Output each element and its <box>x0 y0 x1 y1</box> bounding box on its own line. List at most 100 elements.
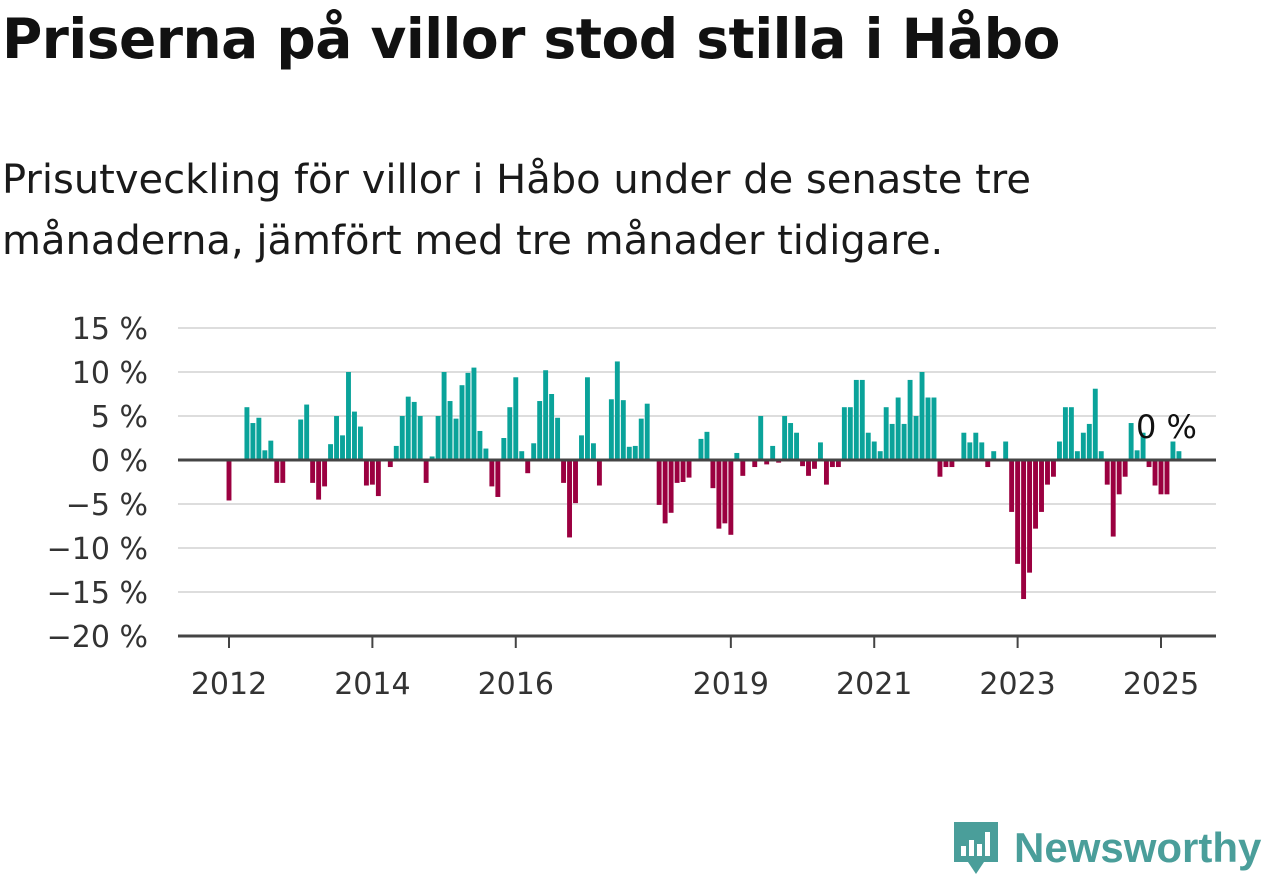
bar <box>686 460 692 478</box>
bar <box>961 432 967 460</box>
bar <box>507 407 513 460</box>
y-tick-label: 15 % <box>72 312 148 347</box>
bar <box>740 460 746 476</box>
y-tick-label: 10 % <box>72 356 148 391</box>
bar <box>1009 460 1015 512</box>
brand-logo: Newsworthy <box>950 818 1261 878</box>
bar <box>871 441 877 460</box>
bar <box>626 446 632 460</box>
bar <box>579 435 584 460</box>
bar <box>937 460 943 477</box>
x-tick-label: 2012 <box>191 667 267 702</box>
bar <box>818 442 823 460</box>
bar <box>417 416 423 460</box>
bar <box>274 460 280 483</box>
bar <box>823 460 829 485</box>
x-tick-label: 2014 <box>334 667 410 702</box>
bar <box>614 361 620 460</box>
bar <box>865 432 871 460</box>
bar <box>835 460 841 468</box>
bar <box>949 460 955 468</box>
bar <box>788 423 794 460</box>
bar <box>812 460 817 469</box>
bar <box>794 432 800 460</box>
bar <box>328 444 334 460</box>
y-tick-label: 0 % <box>91 444 148 479</box>
bar <box>698 438 704 460</box>
brand-name: Newsworthy <box>1014 824 1262 871</box>
bar <box>1164 460 1170 495</box>
bars <box>226 361 1182 600</box>
bar <box>310 460 316 483</box>
bar <box>608 399 614 460</box>
bar <box>847 407 853 460</box>
bar <box>722 460 728 524</box>
bar <box>943 460 949 468</box>
bar <box>859 379 865 460</box>
bar <box>758 416 764 460</box>
bar <box>525 460 531 474</box>
bar <box>543 370 549 460</box>
bar <box>250 423 256 460</box>
bar <box>1015 460 1021 564</box>
bar <box>244 407 250 460</box>
bar <box>913 416 919 460</box>
bar <box>495 460 501 497</box>
bar <box>1128 423 1134 460</box>
bar <box>429 456 435 460</box>
bar <box>501 438 507 460</box>
bar <box>1021 460 1027 600</box>
chart-subtitle: Prisutveckling för villor i Håbo under d… <box>2 157 1031 264</box>
bar <box>973 432 979 460</box>
bar <box>1068 407 1074 460</box>
bar <box>334 416 339 460</box>
bar <box>1134 450 1140 460</box>
bar <box>1074 451 1080 460</box>
y-tick-label: −20 % <box>47 620 148 655</box>
bar <box>638 418 644 460</box>
bar <box>800 460 805 467</box>
bar <box>363 460 369 486</box>
bar <box>537 401 543 460</box>
latest-value-annotation: 0 % <box>1136 408 1197 446</box>
bar <box>764 460 770 465</box>
bar <box>782 416 788 460</box>
x-tick-label: 2021 <box>836 667 912 702</box>
bar <box>357 426 363 460</box>
bar <box>728 460 734 535</box>
bar <box>1122 460 1128 477</box>
bar <box>1146 460 1152 468</box>
bar <box>453 418 459 460</box>
bar <box>680 460 686 482</box>
bar <box>895 397 901 460</box>
y-axis-tick-labels: 15 % 10 % 5 % 0 % −5 % −10 % −15 % −20 % <box>47 312 148 655</box>
bar <box>1152 460 1158 486</box>
bar <box>901 423 907 460</box>
x-tick-label: 2019 <box>693 667 769 702</box>
bar <box>1033 460 1038 529</box>
bar <box>280 460 286 483</box>
bar <box>262 450 268 460</box>
bar <box>704 431 710 460</box>
bar <box>1176 451 1182 460</box>
bar <box>352 411 357 460</box>
bar <box>991 451 997 460</box>
bar <box>268 440 274 460</box>
bar <box>423 460 429 483</box>
bar <box>979 442 985 460</box>
bar <box>877 451 883 460</box>
bar <box>1056 441 1062 460</box>
y-tick-label: −10 % <box>47 532 148 567</box>
bar <box>967 442 973 460</box>
x-tick-label: 2016 <box>478 667 554 702</box>
bar <box>889 423 895 460</box>
bar <box>931 397 937 460</box>
bar <box>549 394 555 460</box>
bar <box>596 460 602 486</box>
bar <box>632 445 638 460</box>
bar <box>1140 432 1146 460</box>
bar <box>304 404 310 460</box>
y-tick-label: −15 % <box>47 576 148 611</box>
bar <box>441 372 447 460</box>
bar <box>716 460 722 529</box>
